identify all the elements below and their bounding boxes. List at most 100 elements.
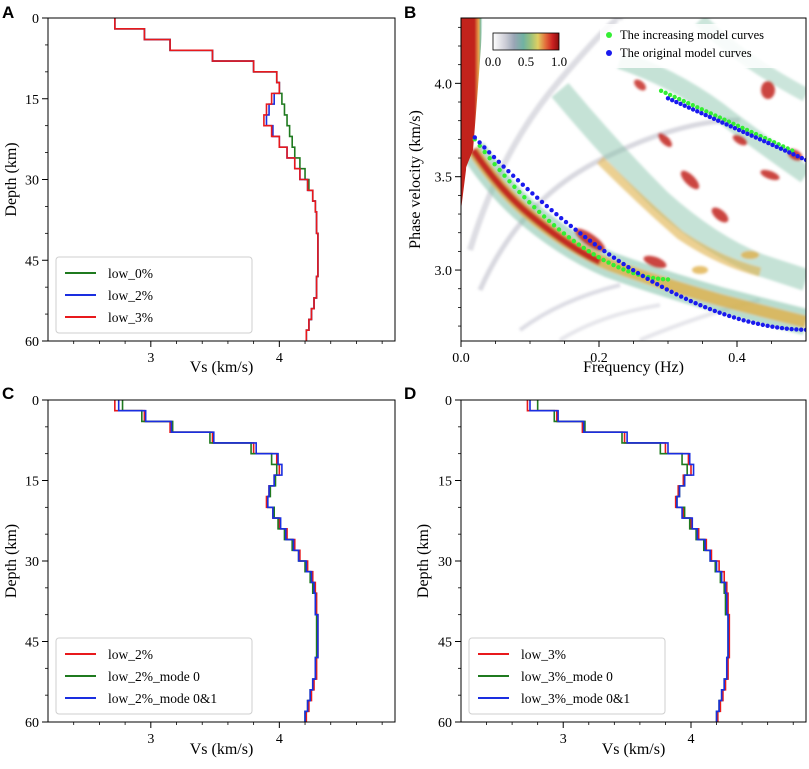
y-tick-label: 60 xyxy=(438,716,452,731)
dispersion-point xyxy=(659,284,665,290)
dispersion-point xyxy=(576,242,582,247)
panel-b-dispersion-image: 0.0 0.2 0.4 3.0 3.5 4.0 Frequency (Hz) Phase … xyxy=(407,17,807,376)
legend-entry: low_3%_mode 0 xyxy=(521,669,613,684)
dispersion-point xyxy=(541,214,547,219)
legend-marker xyxy=(606,32,612,38)
dispersion-point xyxy=(655,276,661,281)
y-tick-label: 30 xyxy=(25,555,39,570)
dispersion-point xyxy=(621,261,626,267)
dispersion-point xyxy=(492,161,497,167)
dispersion-point xyxy=(667,92,673,98)
dispersion-point xyxy=(803,157,806,163)
panel-d-legend: low_3% low_3%_mode 0 low_3%_mode 0&1 xyxy=(468,637,666,715)
x-tick-label: 4 xyxy=(688,732,695,747)
panel-b-colorbar: 0.0 0.5 1.0 xyxy=(485,32,567,69)
x-tick-label: 0.0 xyxy=(452,351,470,366)
dispersion-point xyxy=(559,215,564,221)
velocity-profile-line xyxy=(526,400,731,722)
dispersion-point xyxy=(775,325,780,330)
colorbar-gradient xyxy=(492,32,560,51)
dispersion-point xyxy=(707,114,713,120)
dispersion-point xyxy=(669,97,675,103)
dispersion-point xyxy=(755,321,761,327)
dispersion-point xyxy=(539,199,545,205)
velocity-profile-line xyxy=(114,18,319,341)
panel-a-xlabel: Vs (km/s) xyxy=(190,359,254,376)
dispersion-point xyxy=(606,260,611,265)
dispersion-point xyxy=(616,265,621,270)
dispersion-point xyxy=(487,150,492,155)
legend-entry: The increasing model curves xyxy=(620,28,764,42)
dispersion-point xyxy=(711,116,717,122)
legend-entry: low_2% xyxy=(108,647,153,662)
dispersion-point xyxy=(712,308,717,314)
dispersion-point xyxy=(650,275,656,281)
dispersion-point xyxy=(611,262,616,268)
dispersion-point xyxy=(535,195,540,200)
x-tick-label: 0.4 xyxy=(728,351,746,366)
dispersion-point xyxy=(511,173,516,178)
dispersion-point xyxy=(699,107,704,112)
dispersion-point xyxy=(597,245,602,250)
dispersion-point xyxy=(736,316,741,322)
legend-entry: low_0% xyxy=(108,266,153,281)
velocity-profile-line xyxy=(117,400,319,722)
legend-entry: low_2% xyxy=(108,288,153,303)
dispersion-point xyxy=(746,319,751,324)
y-tick-label: 15 xyxy=(25,475,39,490)
dispersion-point xyxy=(715,118,721,123)
dispersion-point xyxy=(655,282,660,287)
y-tick-label: 30 xyxy=(438,555,452,570)
dispersion-point xyxy=(688,298,693,304)
panel-b-ylabel: Phase velocity (km/s) xyxy=(407,110,424,249)
dispersion-point xyxy=(669,289,674,295)
dispersion-point xyxy=(573,227,578,232)
dispersion-point xyxy=(658,88,664,94)
dispersion-point xyxy=(753,135,759,140)
dispersion-point xyxy=(741,318,746,323)
y-tick-label: 3.5 xyxy=(435,171,453,186)
dispersion-point xyxy=(482,149,487,155)
legend-entry: The original model curves xyxy=(620,46,752,60)
dispersion-point xyxy=(770,324,775,329)
dispersion-point xyxy=(791,152,796,157)
dispersion-point xyxy=(765,323,770,329)
dispersion-point xyxy=(578,231,583,236)
x-tick-label: 3 xyxy=(147,351,154,366)
dispersion-point xyxy=(708,111,714,116)
dispersion-point xyxy=(704,109,709,114)
dispersion-point xyxy=(728,124,733,129)
x-tick-label: 0.2 xyxy=(590,351,608,366)
dispersion-point xyxy=(722,312,727,317)
dispersion-point xyxy=(784,326,789,331)
y-tick-label: 45 xyxy=(25,636,39,651)
panel-d-xlabel: Vs (km/s) xyxy=(602,741,666,758)
dispersion-point xyxy=(611,255,617,260)
dispersion-point xyxy=(546,218,552,224)
dispersion-point xyxy=(596,255,601,260)
dispersion-point xyxy=(477,143,482,148)
panel-c-ylabel: Depth (km) xyxy=(3,524,20,598)
dispersion-point xyxy=(482,145,487,150)
dispersion-point xyxy=(741,129,746,135)
dispersion-point xyxy=(690,103,695,108)
dispersion-point xyxy=(693,300,698,306)
y-tick-label: 60 xyxy=(25,335,39,350)
dispersion-point xyxy=(749,129,754,135)
dispersion-point xyxy=(556,227,562,232)
dispersion-point xyxy=(686,100,691,106)
dispersion-point xyxy=(703,112,708,118)
dispersion-point xyxy=(761,139,767,144)
dispersion-point xyxy=(487,155,492,161)
x-tick-label: 3 xyxy=(560,732,567,747)
velocity-profile-line xyxy=(114,400,319,722)
dispersion-point xyxy=(530,191,535,196)
dispersion-point xyxy=(626,269,631,274)
dispersion-point xyxy=(799,155,805,161)
dispersion-point xyxy=(803,327,806,332)
dispersion-point xyxy=(720,120,725,125)
dispersion-point xyxy=(681,98,686,104)
dispersion-point xyxy=(744,127,750,133)
legend-box xyxy=(55,637,253,715)
dispersion-point xyxy=(544,203,549,209)
